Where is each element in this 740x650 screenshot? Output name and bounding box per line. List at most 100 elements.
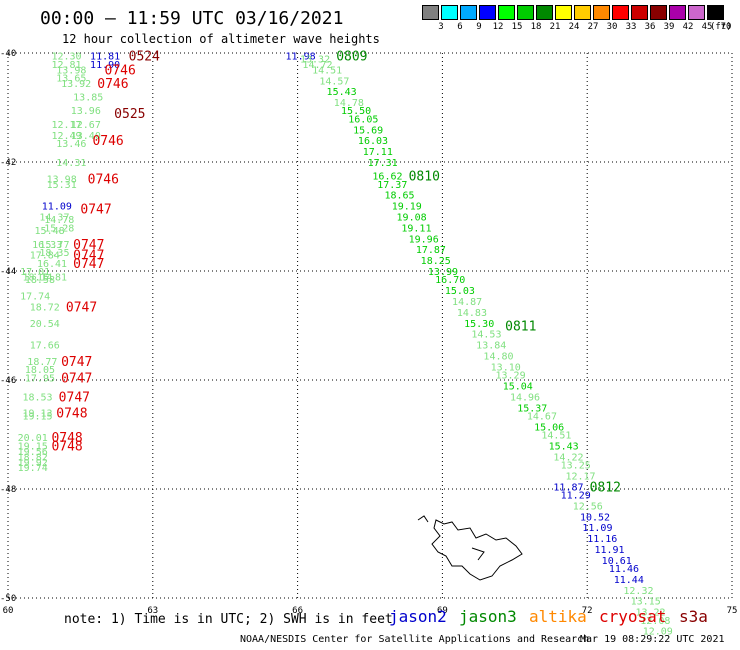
swh-value: 10.52 <box>580 512 610 523</box>
legend-swatch <box>593 5 610 20</box>
swh-value: 19.19 <box>392 202 422 213</box>
swh-value: 14.57 <box>319 76 349 87</box>
y-tick-label: -46 <box>0 376 16 386</box>
swh-value: 20.54 <box>30 319 60 330</box>
swh-value: 14.22 <box>553 452 583 463</box>
swh-value: 14.72 <box>302 60 332 71</box>
legend-label: 12 <box>492 22 504 32</box>
page-subtitle: 12 hour collection of altimeter wave hei… <box>62 32 380 46</box>
swh-value: 12.09 <box>643 627 673 638</box>
legend-label: 45 <box>701 22 713 32</box>
color-scale-legend: 3 6 9 12 15 18 21 24 27 30 33 36 39 42 45 70 (ft) <box>422 5 732 35</box>
x-tick-label: 66 <box>292 606 303 616</box>
legend-swatch <box>688 5 705 20</box>
swh-value: 18.72 <box>30 302 60 313</box>
swh-value: 12.08 <box>640 616 670 627</box>
swh-value: 14.37 <box>39 213 69 224</box>
swh-value: 18.14 <box>22 272 52 283</box>
legend-swatch <box>555 5 572 20</box>
satellite-label: altika <box>529 607 587 626</box>
y-tick-label: -42 <box>0 158 16 168</box>
swh-value: 12.49 <box>51 131 81 142</box>
pass-time-label: 0809 <box>336 50 367 65</box>
swh-value: 19.92 <box>18 458 48 469</box>
legend-label: 39 <box>663 22 675 32</box>
swh-value: 11.87 <box>553 482 583 493</box>
legend-swatch <box>650 5 667 20</box>
swh-value: 11.90 <box>90 60 120 71</box>
x-tick-label: 69 <box>437 606 448 616</box>
legend-swatch <box>479 5 496 20</box>
swh-value: 14.96 <box>510 392 540 403</box>
legend-label: 24 <box>568 22 580 32</box>
swh-value: 15.06 <box>534 422 564 433</box>
swh-value: 17.95 <box>25 373 55 384</box>
swh-value: 17.37 <box>377 180 407 191</box>
swh-value: 19.08 <box>397 213 427 224</box>
swh-value: 17.01 <box>20 267 50 278</box>
swh-value: 13.96 <box>71 106 101 117</box>
swh-value: 14.31 <box>56 158 86 169</box>
swh-value: 14.51 <box>312 65 342 76</box>
legend-label: 15 <box>511 22 523 32</box>
x-tick-label: 75 <box>727 606 738 616</box>
swh-value: 19.15 <box>22 411 52 422</box>
pass-time-label: 0747 <box>73 238 104 253</box>
y-tick-label: -44 <box>0 267 16 277</box>
pass-time-label: 0746 <box>92 134 123 149</box>
footer-note: note: 1) Time is in UTC; 2) SWH is in fe… <box>64 612 393 627</box>
pass-time-label: 0747 <box>61 371 92 386</box>
satellite-label: jason3 <box>459 607 517 626</box>
swh-value: 14.53 <box>471 330 501 341</box>
swh-value: 17.87 <box>416 245 446 256</box>
swh-value: 19.74 <box>18 463 48 474</box>
pass-time-label: 0747 <box>61 355 92 370</box>
legend-label: 42 <box>682 22 694 32</box>
swh-value: 19.11 <box>401 223 431 234</box>
swh-value: 19.15 <box>18 441 48 452</box>
swh-value: 12.67 <box>71 120 101 131</box>
pass-time-label: 0524 <box>129 50 160 65</box>
pass-time-label: 0746 <box>97 77 128 92</box>
swh-value: 14.78 <box>334 98 364 109</box>
x-tick-label: 63 <box>147 606 158 616</box>
swh-value: 15.48 <box>35 226 65 237</box>
swh-value: 17.31 <box>368 158 398 169</box>
swh-value: 18.65 <box>384 191 414 202</box>
pass-time-label: 0810 <box>409 170 440 185</box>
swh-value: 16.62 <box>372 172 402 183</box>
swh-value: 14.83 <box>457 308 487 319</box>
swh-value: 17.66 <box>30 341 60 352</box>
swh-value: 13.65 <box>56 74 86 85</box>
swh-value: 12.17 <box>565 471 595 482</box>
legend-swatch <box>460 5 477 20</box>
swh-value: 12.32 <box>623 586 653 597</box>
swh-value: 16.33 <box>32 240 62 251</box>
swh-value: 13.25 <box>561 460 591 471</box>
swh-value: 16.41 <box>37 259 67 270</box>
y-tick-label: -40 <box>0 49 16 59</box>
legend-label: 9 <box>476 22 482 32</box>
swh-value: 15.43 <box>549 441 579 452</box>
swh-value: 19.13 <box>22 409 52 420</box>
legend-swatch <box>441 5 458 20</box>
swh-value: 20.01 <box>18 433 48 444</box>
swh-value: 11.44 <box>614 575 644 586</box>
legend-label: 33 <box>625 22 637 32</box>
swh-value: 12.81 <box>51 60 81 71</box>
swh-value: 11.09 <box>42 202 72 213</box>
swh-value: 14.87 <box>452 297 482 308</box>
legend-label: 30 <box>606 22 618 32</box>
swh-value: 11.81 <box>90 52 120 63</box>
legend-label: 21 <box>549 22 561 32</box>
swh-value: 12.30 <box>51 52 81 63</box>
swh-value: 16.03 <box>358 136 388 147</box>
swh-value: 13.40 <box>71 131 101 142</box>
swh-value: 13.85 <box>73 93 103 104</box>
swh-value: 15.50 <box>341 106 371 117</box>
swh-value: 12.17 <box>51 120 81 131</box>
pass-time-label: 0747 <box>73 249 104 264</box>
swh-value: 11.29 <box>561 490 591 501</box>
swh-value: 15.69 <box>353 125 383 136</box>
